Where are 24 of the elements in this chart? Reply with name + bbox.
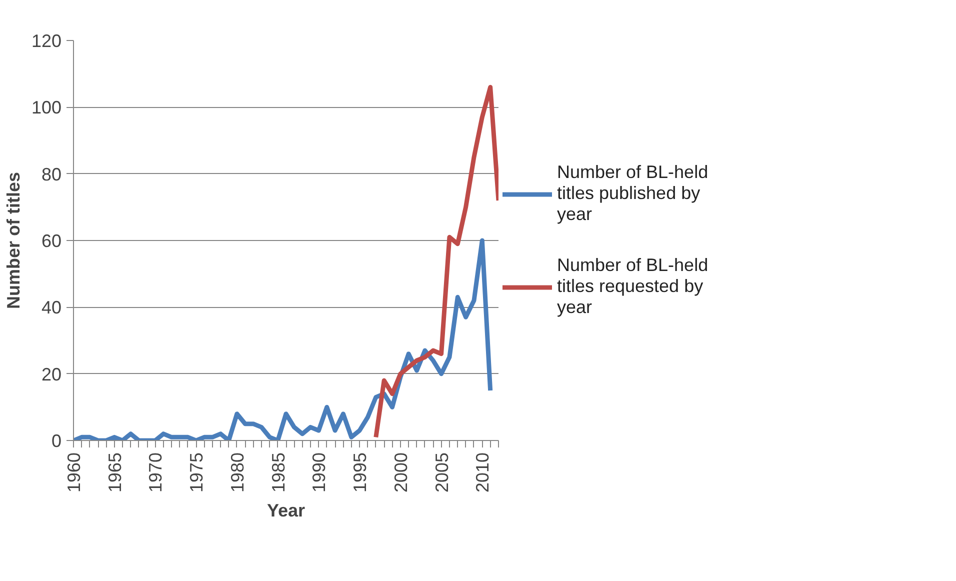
y-tick-label: 60 bbox=[41, 231, 62, 251]
x-tick-label: 1995 bbox=[350, 452, 370, 493]
x-tick-label: 1990 bbox=[309, 452, 330, 493]
x-tick-label: 1965 bbox=[104, 452, 125, 493]
y-tick-label: 80 bbox=[41, 164, 62, 184]
legend-label: Number of BL-held titles requested by year bbox=[557, 255, 708, 318]
line-series bbox=[74, 238, 493, 440]
x-tick-label: 1970 bbox=[146, 452, 166, 493]
y-tick-label: 120 bbox=[31, 31, 62, 51]
y-tick-label: 0 bbox=[51, 431, 62, 451]
legend-label: Number of BL-held titles published by year bbox=[557, 162, 708, 225]
x-tick-label: 2005 bbox=[432, 452, 452, 493]
y-tick-label: 20 bbox=[41, 364, 62, 384]
x-tick-label: 1960 bbox=[64, 452, 84, 493]
x-tick-label: 1980 bbox=[227, 452, 248, 493]
line-series bbox=[374, 84, 498, 440]
y-axis-title: Number of titles bbox=[3, 172, 24, 310]
x-tick-label: 2000 bbox=[390, 452, 411, 493]
x-tick-label: 2010 bbox=[472, 452, 493, 493]
y-tick-label: 40 bbox=[41, 298, 62, 318]
x-tick-label: 1985 bbox=[268, 452, 288, 493]
x-axis-title: Year bbox=[266, 500, 306, 521]
x-tick-label: 1975 bbox=[186, 452, 207, 493]
y-tick-label: 100 bbox=[31, 98, 62, 118]
